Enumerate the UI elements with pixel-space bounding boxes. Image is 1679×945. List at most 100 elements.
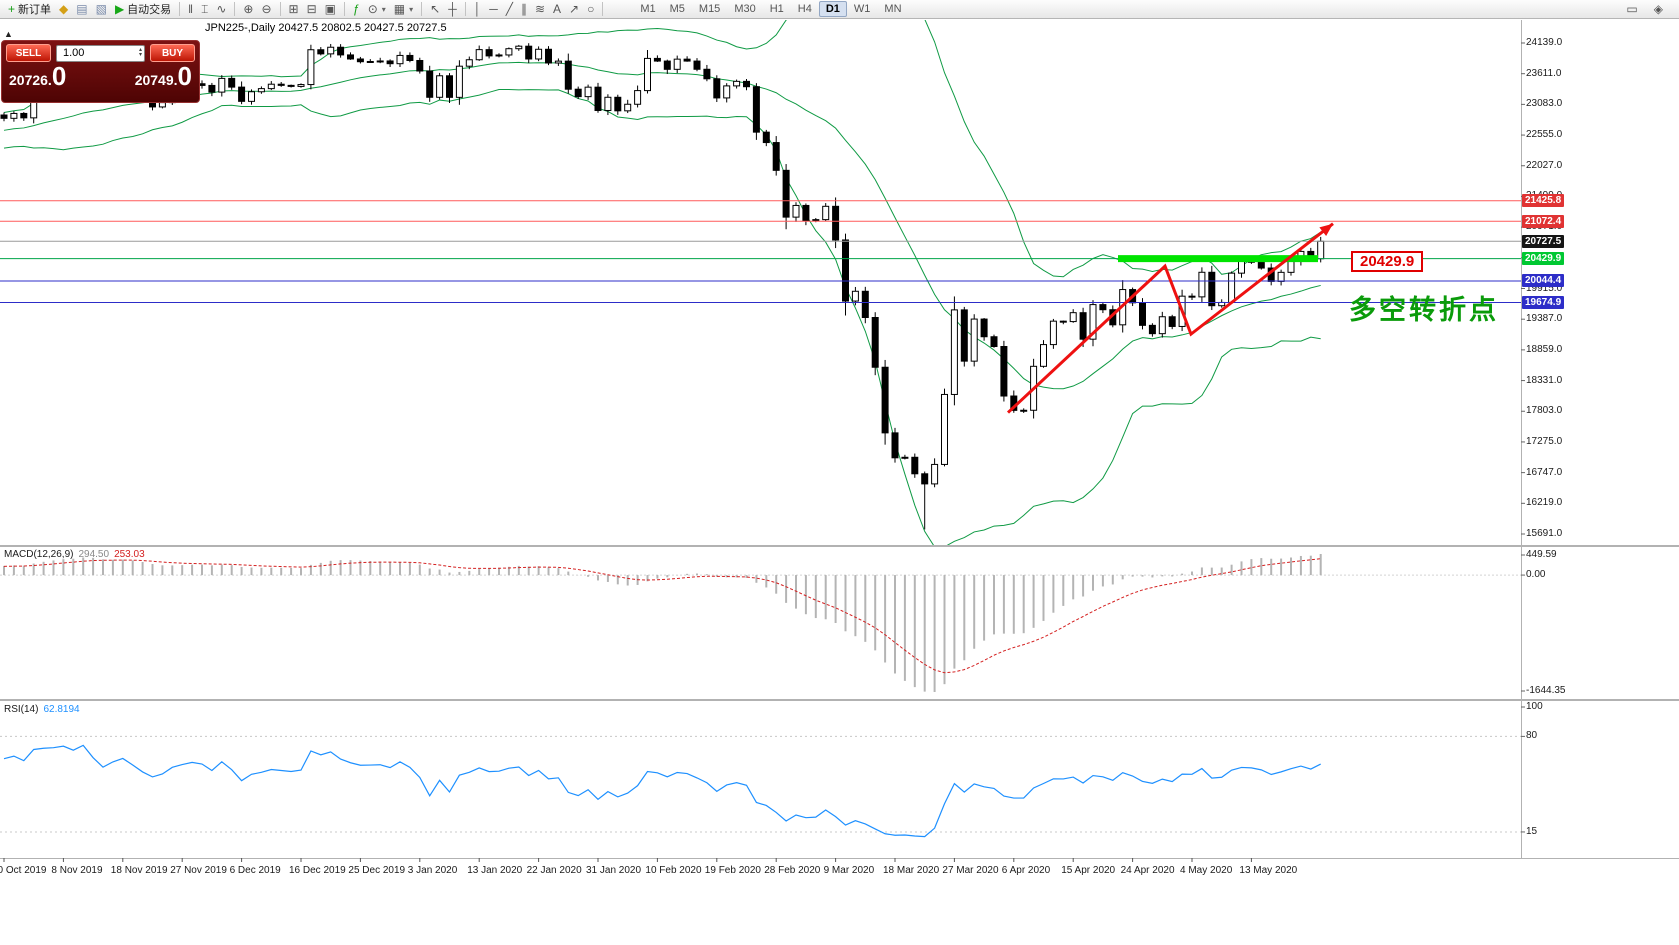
- timeframe-m30[interactable]: M30: [734, 3, 756, 15]
- candlestick-chart-icon[interactable]: ⌶: [197, 1, 212, 18]
- data-window-icon[interactable]: ▤: [72, 1, 91, 18]
- new-order-button[interactable]: + 新订单: [4, 1, 55, 18]
- chart-shift-icon: ▣: [324, 1, 336, 16]
- channel-icon: ∥: [520, 1, 527, 16]
- chart-title: JPN225-,Daily 20427.5 20802.5 20427.5 20…: [205, 22, 447, 34]
- buy-button[interactable]: BUY: [150, 44, 195, 62]
- arrows-icon[interactable]: ↗: [565, 1, 583, 18]
- layout-icon[interactable]: ◈: [1650, 1, 1667, 18]
- bar-chart-icon[interactable]: ‖: [184, 1, 197, 18]
- tile-windows-icon: ⊞: [288, 1, 299, 16]
- toolbar-separator: [421, 2, 423, 16]
- trend-arrow-line: [1006, 222, 1334, 414]
- panel-divider: [0, 699, 1679, 701]
- channel-icon[interactable]: ∥: [517, 1, 531, 18]
- rsi-name: RSI(14): [4, 704, 39, 715]
- one-click-trading-panel: SELL 1.00 ▴ ▾ BUY 20726.0 20749.0: [1, 40, 200, 103]
- vertical-line-icon: │: [473, 1, 482, 16]
- one-click-collapse-icon[interactable]: ▲: [4, 29, 13, 39]
- macd-main-value: 294.50: [78, 549, 110, 560]
- line-chart-icon[interactable]: ∿: [212, 1, 230, 18]
- crosshair-icon: ┼: [448, 1, 457, 16]
- trendline-icon: ╱: [505, 1, 513, 16]
- tile-windows-icon[interactable]: ⊞: [285, 1, 303, 18]
- arrows-icon: ↗: [569, 1, 580, 16]
- zoom-out-icon[interactable]: ⊖: [257, 1, 275, 18]
- auto-arrange-icon: ⊟: [306, 1, 317, 16]
- bollinger-upper-band: [3, 20, 1321, 278]
- periods-icon[interactable]: ⊙ ▾: [364, 1, 390, 18]
- timeframe-m5[interactable]: M5: [669, 3, 685, 15]
- line-chart-icon: ∿: [216, 1, 227, 16]
- rsi-line: [3, 744, 1321, 838]
- chart-shift-icon[interactable]: ▣: [321, 1, 340, 18]
- bollinger-lower-band: [3, 88, 1321, 545]
- shapes-icon: ○: [587, 1, 595, 16]
- cursor-icon[interactable]: ↖: [426, 1, 444, 18]
- fibonacci-icon: ≋: [534, 1, 546, 16]
- timeframe-d1[interactable]: D1: [818, 1, 847, 17]
- data-window-icon: ▤: [76, 1, 88, 16]
- navigator-icon: ▧: [95, 1, 107, 16]
- volume-spinner[interactable]: ▴ ▾: [138, 47, 142, 58]
- toolbar-separator: [279, 2, 281, 16]
- auto-arrange-icon[interactable]: ⊟: [303, 1, 321, 18]
- text-label-icon: A: [553, 1, 562, 16]
- chevron-down-icon: ▾: [381, 4, 386, 14]
- macd-histogram: [3, 554, 1322, 692]
- sell-button[interactable]: SELL: [6, 44, 51, 62]
- vertical-line-icon[interactable]: │: [470, 1, 486, 18]
- shapes-icon[interactable]: ○: [583, 1, 598, 18]
- indicators-icon[interactable]: ƒ: [349, 1, 364, 18]
- layout-icon: ◈: [1653, 1, 1663, 16]
- timeframe-mn[interactable]: MN: [884, 3, 902, 15]
- macd-name: MACD(12,26,9): [4, 549, 74, 560]
- new-order-icon: +: [8, 1, 16, 16]
- bid-price: 20726.0: [9, 61, 67, 91]
- macd-signal-line: [3, 558, 1321, 674]
- timeframe-h4[interactable]: H4: [797, 3, 812, 15]
- toolbar-separator: [602, 2, 604, 16]
- autotrading-label: 自动交易: [127, 4, 172, 16]
- macd-signal-value: 253.03: [114, 549, 145, 560]
- market-watch-icon: ◆: [59, 1, 69, 16]
- fibonacci-icon[interactable]: ≋: [531, 1, 549, 18]
- volume-up-icon[interactable]: ▴: [138, 47, 142, 53]
- timeframe-toolbar: M1 M5 M15 M30 H1 H4 D1 W1 MN: [633, 1, 908, 17]
- timeframe-m1[interactable]: M1: [640, 3, 656, 15]
- chart-list-icon[interactable]: ▭: [1622, 1, 1641, 18]
- zoom-in-icon: ⊕: [243, 1, 254, 16]
- navigator-icon[interactable]: ▧: [92, 1, 111, 18]
- candles: [0, 43, 1325, 530]
- rsi-value: 62.8194: [43, 704, 80, 715]
- volume-value: 1.00: [63, 47, 85, 59]
- templates-icon: ▦: [393, 1, 406, 16]
- new-order-label: 新订单: [18, 4, 52, 16]
- panel-divider: [0, 545, 1679, 547]
- autotrading-button[interactable]: ▶ 自动交易: [111, 1, 175, 18]
- volume-down-icon[interactable]: ▾: [138, 52, 142, 58]
- crosshair-icon[interactable]: ┼: [444, 1, 461, 18]
- trend-arrowhead: [1319, 223, 1333, 237]
- macd-label: MACD(12,26,9) 294.50 253.03: [4, 549, 145, 560]
- volume-input[interactable]: 1.00 ▴ ▾: [56, 44, 145, 62]
- autotrading-icon: ▶: [114, 1, 125, 16]
- toolbar-right: ▭ ◈: [1622, 1, 1675, 18]
- bollinger-middle-band: [3, 61, 1321, 390]
- horizontal-line-icon[interactable]: ─: [485, 1, 502, 18]
- toolbar-separator: [344, 2, 345, 16]
- templates-icon[interactable]: ▦ ▾: [390, 1, 417, 18]
- timeframe-h1[interactable]: H1: [769, 3, 784, 15]
- trendline-icon[interactable]: ╱: [502, 1, 517, 18]
- toolbar-separator: [179, 2, 181, 16]
- market-watch-icon[interactable]: ◆: [55, 1, 72, 18]
- zoom-in-icon[interactable]: ⊕: [239, 1, 257, 18]
- timeframe-w1[interactable]: W1: [853, 3, 871, 15]
- rsi-label: RSI(14) 62.8194: [4, 704, 80, 715]
- text-label-icon[interactable]: A: [549, 1, 565, 18]
- timeframe-m15[interactable]: M15: [698, 3, 721, 15]
- indicators-icon: ƒ: [353, 1, 360, 16]
- toolbar-separator: [464, 2, 466, 16]
- periods-icon: ⊙: [367, 1, 378, 16]
